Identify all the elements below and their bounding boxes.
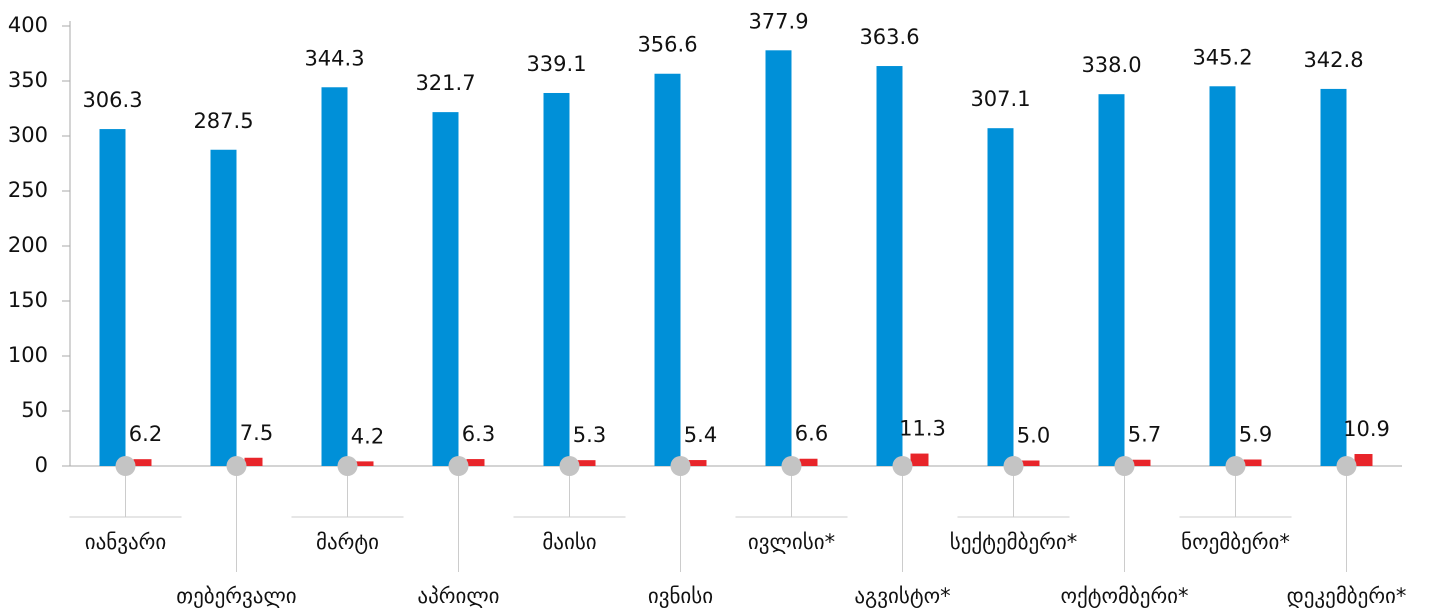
bar <box>910 453 929 466</box>
y-tick-label: 100 <box>8 343 48 367</box>
axis-dot <box>1336 456 1357 476</box>
value-label: 363.6 <box>859 25 919 49</box>
bar <box>355 461 374 466</box>
axis-dot <box>670 456 691 476</box>
axis-dot <box>448 456 469 476</box>
value-label: 11.3 <box>899 417 946 441</box>
bar <box>654 73 681 467</box>
value-label: 287.5 <box>193 109 253 133</box>
x-tick-label: დეკემბერი* <box>1287 584 1407 608</box>
value-label: 7.5 <box>240 421 273 445</box>
value-label: 377.9 <box>748 9 808 33</box>
value-label: 5.9 <box>1239 423 1272 447</box>
value-label: 5.0 <box>1017 424 1050 448</box>
bar <box>688 460 707 466</box>
x-tick-label: მაისი <box>542 530 596 554</box>
value-label: 321.7 <box>415 71 475 95</box>
bar <box>321 87 348 467</box>
x-tick-label: ნოემბერი* <box>1181 530 1290 554</box>
bar <box>133 459 152 466</box>
axis-dot <box>559 456 580 476</box>
bar <box>876 66 903 466</box>
x-tick-label: თებერვალი <box>176 584 296 608</box>
x-tick-label: აპრილი <box>417 584 499 608</box>
value-label: 5.3 <box>573 423 606 447</box>
value-label: 6.3 <box>462 422 495 446</box>
value-label: 4.2 <box>351 424 384 448</box>
value-label: 306.3 <box>82 88 142 112</box>
bar <box>1021 460 1040 466</box>
bar <box>244 457 263 466</box>
axis-dot <box>892 456 913 476</box>
value-label: 345.2 <box>1192 45 1252 69</box>
y-tick-label: 350 <box>8 68 48 92</box>
value-label: 338.0 <box>1081 53 1141 77</box>
axis-dot <box>1114 456 1135 476</box>
value-label: 5.7 <box>1128 423 1161 447</box>
bar <box>99 129 126 466</box>
x-tick-label: ივლისი* <box>748 530 835 554</box>
bar <box>765 50 792 467</box>
bar <box>1354 454 1373 466</box>
bar <box>432 112 459 466</box>
value-label: 5.4 <box>684 423 717 447</box>
axis-dot <box>781 456 802 476</box>
x-tick-label: სექტემბერი* <box>950 530 1077 554</box>
value-label: 6.2 <box>129 422 162 446</box>
axis-dot <box>226 456 247 476</box>
bar <box>799 458 818 466</box>
value-label: 356.6 <box>637 33 697 57</box>
x-tick-label: იანვარი <box>85 530 167 554</box>
value-label: 10.9 <box>1343 417 1390 441</box>
y-tick-label: 200 <box>8 233 48 257</box>
y-tick-label: 250 <box>8 178 48 202</box>
value-label: 6.6 <box>795 422 828 446</box>
x-tick-label: აგვისტო* <box>854 584 950 608</box>
axis-dot <box>1225 456 1246 476</box>
y-tick-label: 400 <box>8 13 48 37</box>
bar <box>1098 94 1125 466</box>
bar <box>1243 459 1262 466</box>
axis-dot <box>337 456 358 476</box>
bar <box>466 459 485 466</box>
axis-dot <box>115 456 136 476</box>
bar <box>577 460 596 466</box>
bar <box>1132 459 1151 466</box>
value-label: 339.1 <box>526 52 586 76</box>
value-label: 342.8 <box>1303 48 1363 72</box>
axis-dot <box>1003 456 1024 476</box>
bar <box>1209 86 1236 466</box>
x-tick-label: ივნისი <box>648 584 713 608</box>
x-tick-label: ოქტომბერი* <box>1060 584 1188 608</box>
y-tick-label: 300 <box>8 123 48 147</box>
value-label: 344.3 <box>304 46 364 70</box>
y-tick-label: 150 <box>8 288 48 312</box>
bar <box>1320 88 1347 467</box>
y-tick-label: 50 <box>21 398 48 422</box>
value-label: 307.1 <box>970 87 1030 111</box>
x-tick-label: მარტი <box>316 530 379 554</box>
y-tick-label: 0 <box>35 453 48 477</box>
bar <box>987 128 1014 466</box>
bar <box>543 92 570 467</box>
bar <box>210 149 237 466</box>
